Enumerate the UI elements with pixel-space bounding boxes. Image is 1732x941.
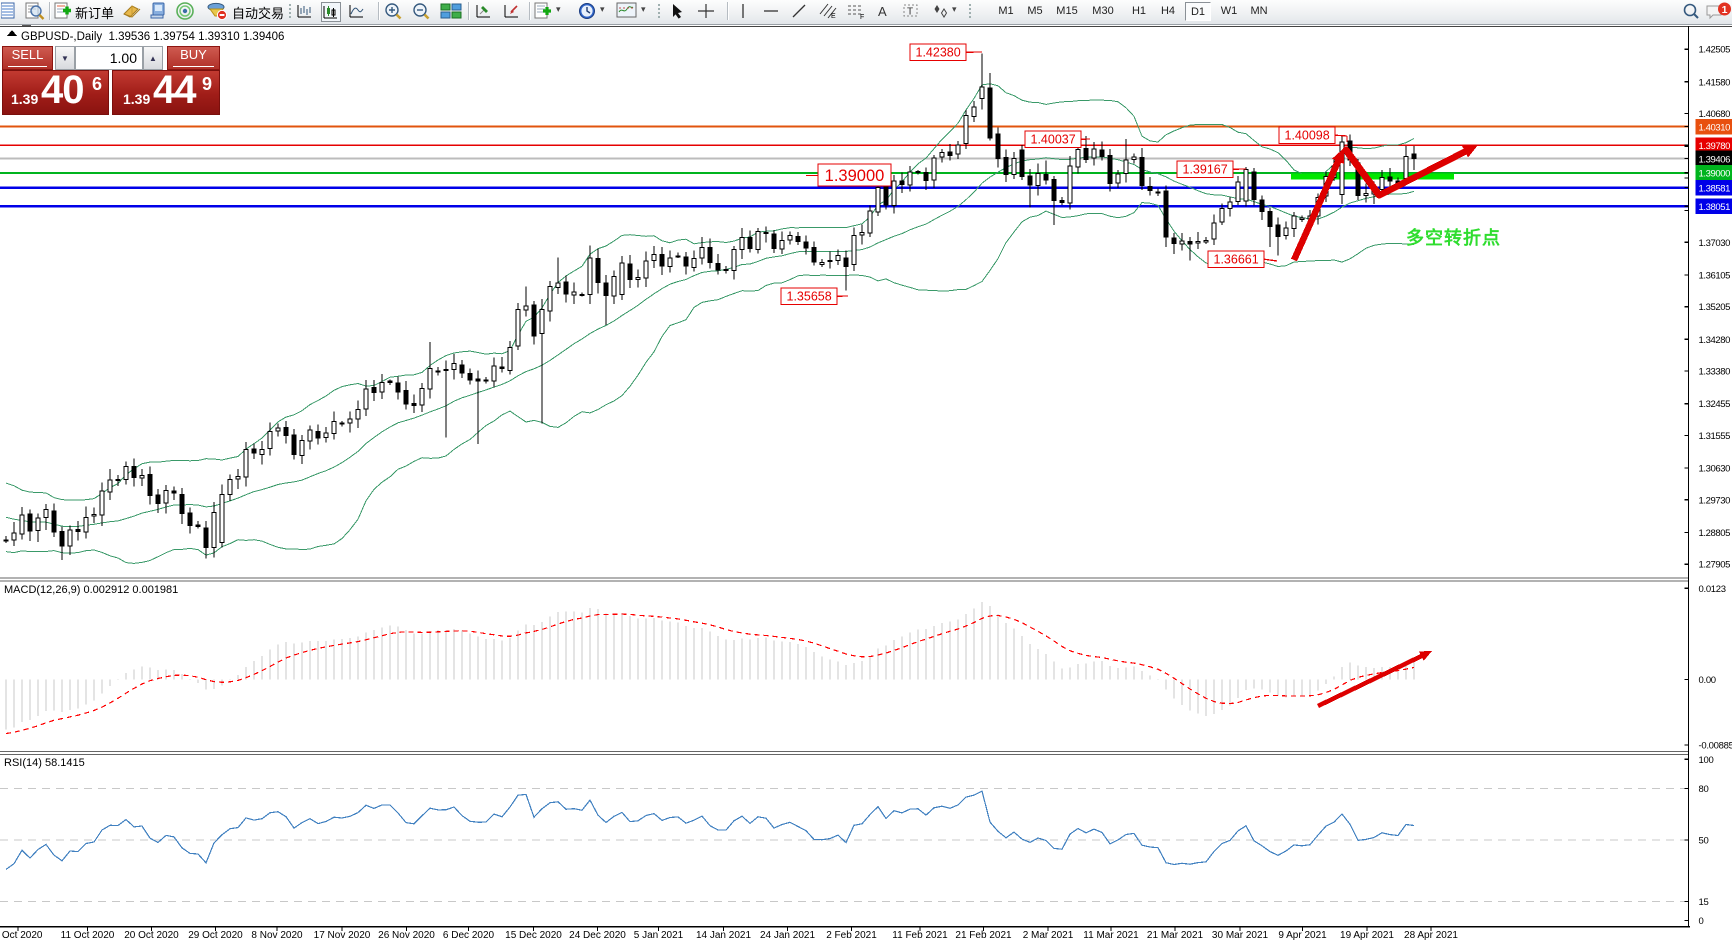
- svg-text:2 Feb 2021: 2 Feb 2021: [826, 930, 877, 941]
- svg-text:100: 100: [1699, 755, 1714, 766]
- svg-text:1.27905: 1.27905: [1699, 560, 1731, 571]
- svg-text:80: 80: [1699, 784, 1709, 795]
- svg-text:1.34280: 1.34280: [1699, 335, 1731, 346]
- svg-text:F: F: [860, 14, 864, 20]
- svg-text:1.36105: 1.36105: [1699, 270, 1731, 281]
- svg-text:1: 1: [1722, 4, 1728, 16]
- svg-text:50: 50: [1699, 836, 1709, 847]
- svg-text:1.40037: 1.40037: [1031, 132, 1076, 146]
- svg-text:1.36661: 1.36661: [1214, 252, 1259, 266]
- svg-text:1.33380: 1.33380: [1699, 367, 1731, 378]
- svg-text:29 Oct 2020: 29 Oct 2020: [188, 930, 243, 941]
- svg-text:1.40098: 1.40098: [1285, 128, 1330, 142]
- svg-text:11 Mar 2021: 11 Mar 2021: [1083, 930, 1139, 941]
- svg-text:RSI(14) 58.1415: RSI(14) 58.1415: [4, 757, 85, 769]
- svg-text:1.35205: 1.35205: [1699, 302, 1731, 313]
- svg-text:T: T: [907, 7, 913, 18]
- svg-text:30 Mar 2021: 30 Mar 2021: [1212, 930, 1269, 941]
- svg-text:14 Jan 2021: 14 Jan 2021: [696, 930, 751, 941]
- svg-text:11 Feb 2021: 11 Feb 2021: [892, 930, 948, 941]
- svg-text:21 Feb 2021: 21 Feb 2021: [955, 930, 1012, 941]
- svg-text:1.42380: 1.42380: [916, 45, 961, 59]
- svg-text:1.39000: 1.39000: [825, 167, 885, 185]
- svg-text:0.0123: 0.0123: [1699, 584, 1726, 595]
- svg-text:15: 15: [1699, 897, 1709, 908]
- svg-text:0: 0: [1699, 916, 1704, 927]
- svg-text:9 Apr 2021: 9 Apr 2021: [1278, 930, 1327, 941]
- svg-text:24 Dec 2020: 24 Dec 2020: [569, 930, 626, 941]
- svg-text:1.41580: 1.41580: [1699, 77, 1731, 88]
- svg-text:1.40310: 1.40310: [1699, 122, 1731, 133]
- svg-text:28 Apr 2021: 28 Apr 2021: [1404, 930, 1458, 941]
- svg-text:1 Oct 2020: 1 Oct 2020: [0, 930, 43, 941]
- svg-text:1.31555: 1.31555: [1699, 431, 1731, 442]
- svg-text:1.38581: 1.38581: [1699, 183, 1731, 194]
- svg-text:1.29730: 1.29730: [1699, 495, 1731, 506]
- svg-text:1.30630: 1.30630: [1699, 464, 1731, 475]
- svg-text:1.42505: 1.42505: [1699, 45, 1731, 56]
- svg-text:E: E: [831, 13, 836, 20]
- svg-text:1.37030: 1.37030: [1699, 238, 1731, 249]
- svg-text:A: A: [878, 4, 887, 19]
- svg-text:1.38051: 1.38051: [1699, 202, 1731, 213]
- svg-text:MACD(12,26,9) 0.002912 0.00198: MACD(12,26,9) 0.002912 0.001981: [4, 584, 178, 596]
- svg-text:5 Jan 2021: 5 Jan 2021: [634, 930, 684, 941]
- svg-text:多空转折点: 多空转折点: [1406, 227, 1501, 248]
- svg-text:24 Jan 2021: 24 Jan 2021: [760, 930, 815, 941]
- svg-text:6 Dec 2020: 6 Dec 2020: [443, 930, 495, 941]
- svg-text:19 Apr 2021: 19 Apr 2021: [1340, 930, 1394, 941]
- svg-text:20 Oct 2020: 20 Oct 2020: [124, 930, 179, 941]
- svg-text:0.00: 0.00: [1699, 675, 1716, 686]
- svg-text:26 Nov 2020: 26 Nov 2020: [378, 930, 435, 941]
- svg-text:17 Nov 2020: 17 Nov 2020: [314, 930, 371, 941]
- svg-text:1.39406: 1.39406: [1699, 154, 1731, 165]
- svg-text:1.39000: 1.39000: [1699, 169, 1731, 180]
- svg-text:1.39780: 1.39780: [1699, 141, 1731, 152]
- svg-text:2 Mar 2021: 2 Mar 2021: [1023, 930, 1074, 941]
- svg-text:11 Oct 2020: 11 Oct 2020: [61, 930, 115, 941]
- svg-text:1.28805: 1.28805: [1699, 528, 1731, 539]
- svg-text:GBPUSD-,Daily 1.39536 1.39754: GBPUSD-,Daily 1.39536 1.39754 1.39310 1.…: [21, 31, 284, 43]
- svg-text:15 Dec 2020: 15 Dec 2020: [505, 930, 562, 941]
- svg-text:1.40680: 1.40680: [1699, 109, 1731, 120]
- svg-text:1.32455: 1.32455: [1699, 399, 1731, 410]
- svg-text:-0.008859: -0.008859: [1699, 741, 1732, 752]
- svg-text:8 Nov 2020: 8 Nov 2020: [251, 930, 303, 941]
- svg-text:1.35658: 1.35658: [787, 289, 832, 303]
- svg-text:1.39167: 1.39167: [1183, 162, 1228, 176]
- svg-text:21 Mar 2021: 21 Mar 2021: [1147, 930, 1204, 941]
